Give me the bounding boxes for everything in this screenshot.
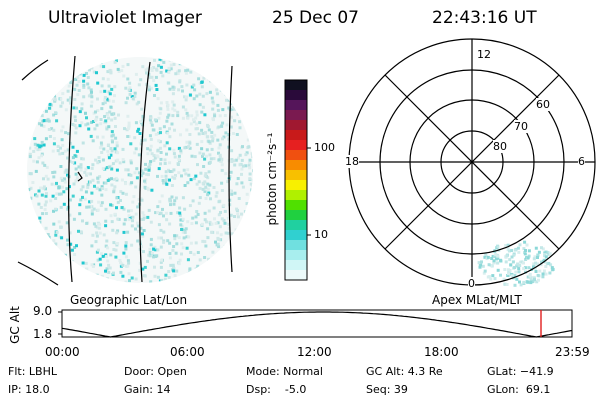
- filter-info: Flt: LBHL: [8, 365, 57, 378]
- gc-alt-ylabel: GC Alt: [8, 306, 22, 344]
- x-tick-0600: 06:00: [170, 345, 205, 359]
- date-label: 25 Dec 07: [272, 8, 359, 28]
- app-title: Ultraviolet Imager: [48, 8, 202, 28]
- colorbar-tick-10: 10: [314, 228, 328, 241]
- dsp-info: Dsp: -5.0: [246, 383, 307, 396]
- door-info: Door: Open: [124, 365, 187, 378]
- x-tick-2359: 23:59: [555, 345, 590, 359]
- glat-info: GLat: −41.9: [487, 365, 554, 378]
- lat-label-70: 70: [514, 120, 528, 133]
- x-tick-0000: 00:00: [45, 345, 80, 359]
- lat-label-60: 60: [536, 98, 550, 111]
- gain-info: Gain: 14: [124, 383, 171, 396]
- lat-label-80: 80: [493, 140, 507, 153]
- time-label: 22:43:16 UT: [432, 8, 537, 28]
- mode-info: Mode: Normal: [246, 365, 323, 378]
- gc-ytick-1-8: 1.8: [33, 327, 53, 341]
- ip-info: IP: 18.0: [8, 383, 50, 396]
- mlt-label-18: 18: [345, 155, 359, 168]
- x-tick-1200: 12:00: [297, 345, 332, 359]
- colorbar-tick-100: 100: [314, 141, 335, 154]
- glon-info: GLon: 69.1: [487, 383, 551, 396]
- right-panel-label: Apex MLat/MLT: [432, 293, 522, 307]
- mlt-label-6: 6: [578, 155, 585, 168]
- mlt-label-0: 0: [468, 277, 475, 290]
- gc-ytick-9: 9.0: [33, 304, 53, 318]
- seq-info: Seq: 39: [366, 383, 408, 396]
- x-tick-1800: 18:00: [424, 345, 459, 359]
- gc-alt-info: GC Alt: 4.3 Re: [366, 365, 443, 378]
- left-panel-label: Geographic Lat/Lon: [70, 293, 188, 307]
- mlt-label-12: 12: [477, 48, 491, 61]
